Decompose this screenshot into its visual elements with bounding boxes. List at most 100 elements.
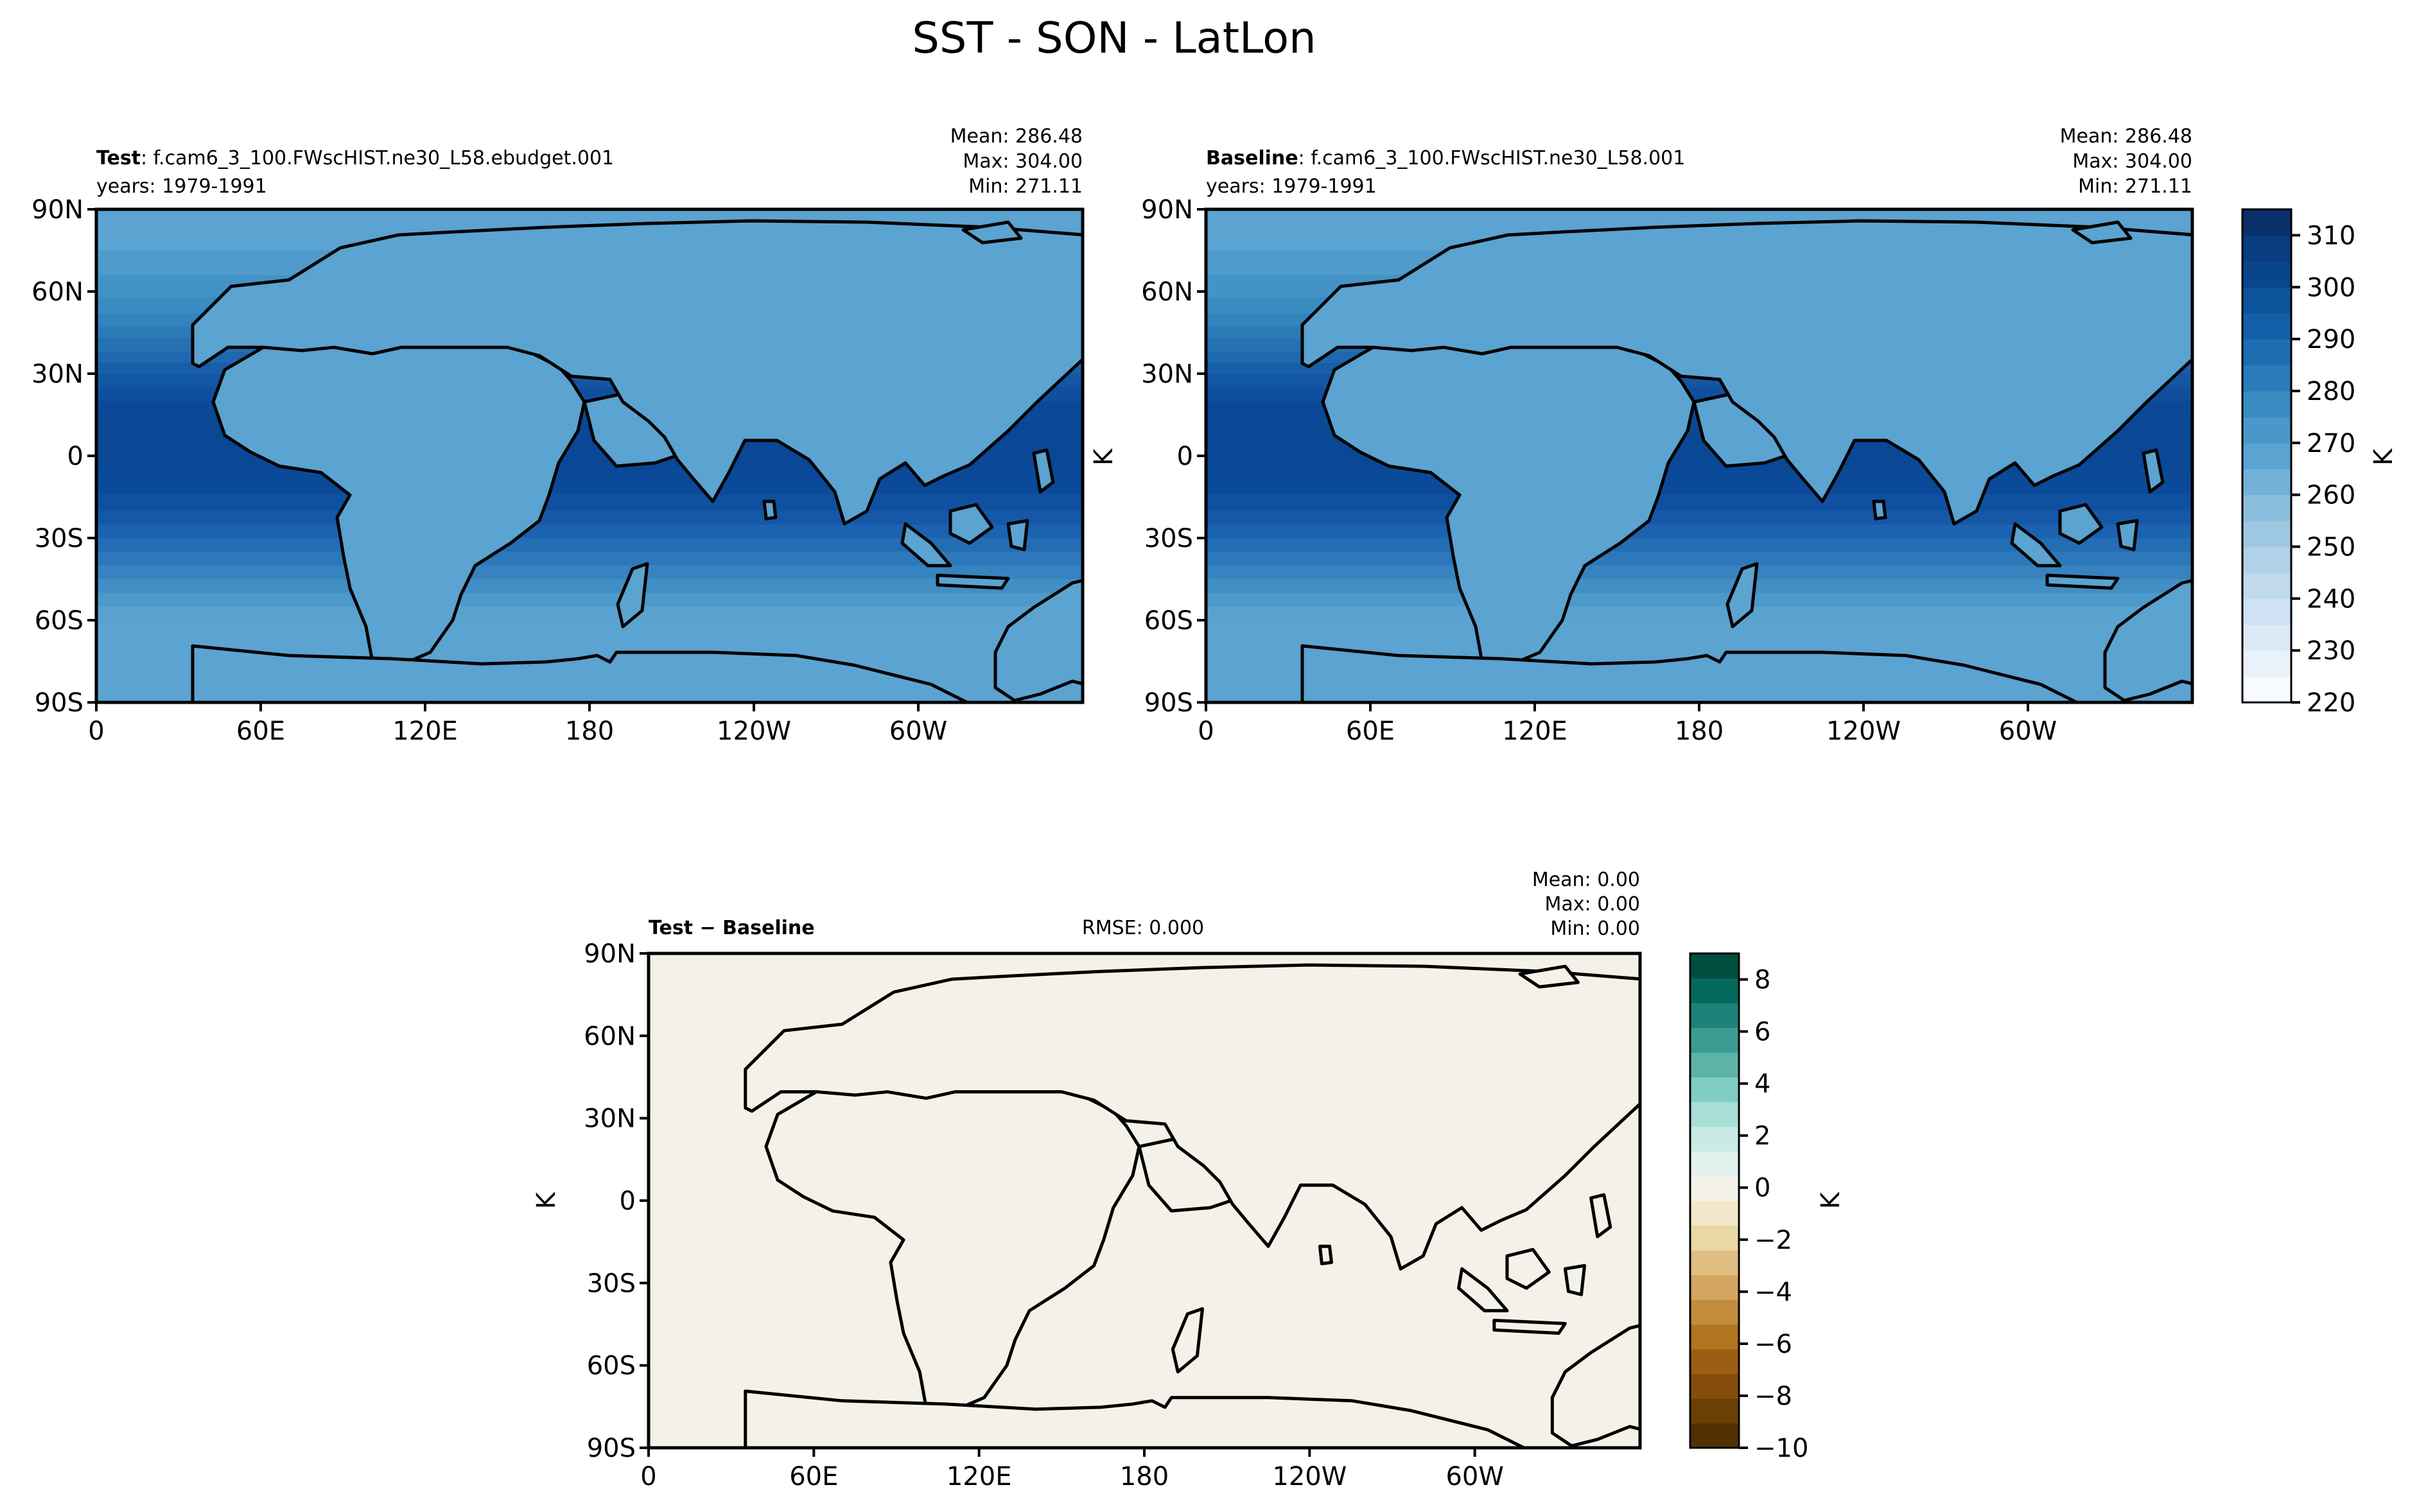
lon-tick-label: 120W (1272, 1462, 1347, 1491)
colorbar-cell (1690, 1027, 1739, 1053)
colorbar-cell (2242, 546, 2291, 573)
difference-colorbar-label: K (1816, 1191, 1846, 1209)
test-max: Max: 304.00 (963, 150, 1083, 173)
baseline-min: Min: 271.11 (2078, 175, 2192, 198)
colorbar-cell (1690, 978, 1739, 1004)
difference-colorbar-frame (1689, 952, 1740, 1449)
colorbar-tick-label: −6 (1754, 1330, 1792, 1359)
colorbar-cell (1690, 1398, 1739, 1424)
test-map-panel: Test: f.cam6_3_100.FWscHIST.ne30_L58.ebu… (31, 125, 1085, 746)
colorbar-cell (1690, 1201, 1739, 1226)
lon-tick-label: 120W (1826, 717, 1901, 746)
sst-band (1206, 593, 2192, 607)
colorbar-cell (2242, 235, 2291, 262)
colorbar-cell (1690, 1299, 1739, 1325)
colorbar-cell (2242, 650, 2291, 677)
colorbar-tick-label: 8 (1754, 966, 1770, 995)
lat-tick-label: 60S (35, 606, 83, 636)
colorbar-cell (2242, 598, 2291, 625)
baseline-map-panel: Baseline: f.cam6_3_100.FWscHIST.ne30_L58… (1089, 125, 2194, 746)
colorbar-tick-label: −10 (1754, 1434, 1808, 1463)
colorbar-tick-label: 290 (2307, 325, 2355, 354)
colorbar-tick-label: 4 (1754, 1070, 1770, 1099)
lat-tick-label: 60S (587, 1351, 636, 1381)
baseline-mean: Mean: 286.48 (2060, 125, 2192, 148)
baseline-ylabel: K (1089, 448, 1119, 465)
lat-tick-label: 90S (587, 1434, 636, 1463)
lat-tick-label: 30N (584, 1104, 636, 1134)
colorbar-cell (1690, 1102, 1739, 1127)
colorbar-tick-label: 250 (2307, 532, 2355, 562)
colorbar-tick-label: 0 (1754, 1174, 1770, 1203)
sst-colorbar-ticks: 310 300 290 280 270 260 250 240 230 220 (2291, 221, 2355, 718)
lon-tick-label: 60W (889, 717, 947, 746)
lon-tick-label: 120E (392, 717, 458, 746)
colorbar-tick-label: −4 (1754, 1278, 1792, 1307)
lat-tick-label: 0 (67, 442, 83, 471)
lon-tick-label: 0 (640, 1462, 656, 1491)
colorbar-cell (2242, 261, 2291, 288)
lon-tick-label: 60W (1445, 1462, 1503, 1491)
sst-band (1206, 494, 2192, 512)
colorbar-tick-label: 280 (2307, 377, 2355, 406)
difference-colorbar-cells (1690, 953, 1739, 1448)
sst-band (96, 510, 1083, 525)
colorbar-cell (1690, 1423, 1739, 1448)
sst-band (96, 593, 1083, 607)
baseline-years: years: 1979-1991 (1206, 175, 1377, 198)
difference-panel-title: Test − Baseline (649, 917, 815, 939)
colorbar-cell (2242, 676, 2291, 703)
lat-tick-label: 90S (1144, 688, 1193, 718)
colorbar-tick-label: 300 (2307, 273, 2355, 302)
baseline-lat-ticks: 90N 60N 30N 0 30S 60S 90S (1141, 195, 1206, 718)
colorbar-cell (1690, 1250, 1739, 1276)
colorbar-cell (2242, 624, 2291, 651)
lon-tick-label: 0 (88, 717, 104, 746)
colorbar-cell (2242, 313, 2291, 340)
difference-ylabel: K (532, 1191, 561, 1209)
lat-tick-label: 90S (35, 688, 83, 718)
difference-rmse: RMSE: 0.000 (1082, 917, 1204, 939)
lat-tick-label: 90N (584, 939, 636, 969)
colorbar-cell (2242, 442, 2291, 469)
colorbar-cell (1690, 1151, 1739, 1177)
colorbar-cell (1690, 1274, 1739, 1300)
lon-tick-label: 0 (1198, 717, 1214, 746)
colorbar-tick-label: 270 (2307, 429, 2355, 458)
difference-colorbar-ticks: 8 6 4 2 0 −2 −4 −6 −8 −10 (1739, 966, 1808, 1463)
colorbar-cell (2242, 494, 2291, 521)
baseline-max: Max: 304.00 (2072, 150, 2192, 173)
sst-band (1206, 579, 2192, 594)
colorbar-cell (1690, 1324, 1739, 1350)
difference-mean: Mean: 0.00 (1532, 869, 1640, 891)
difference-max: Max: 0.00 (1545, 893, 1640, 916)
colorbar-cell (1690, 1225, 1739, 1251)
sst-band (96, 494, 1083, 512)
sst-band (96, 565, 1083, 580)
test-lat-ticks: 90N 60N 30N 0 30S 60S 90S (31, 195, 96, 718)
lon-tick-label: 180 (1675, 717, 1724, 746)
sst-band (1206, 606, 2192, 621)
colorbar-tick-label: 220 (2307, 688, 2355, 718)
sst-colorbar-cells (2242, 209, 2291, 703)
baseline-lon-ticks: 0 60E 120E 180 120W 60W (1198, 702, 2057, 746)
sst-band (1206, 510, 2192, 525)
colorbar-tick-label: 310 (2307, 221, 2355, 250)
lat-tick-label: 0 (620, 1186, 636, 1216)
sst-colorbar: 310 300 290 280 270 260 250 240 230 220 K (2241, 208, 2398, 718)
lat-tick-label: 30N (31, 360, 83, 389)
sst-band (96, 606, 1083, 621)
colorbar-cell (1690, 1003, 1739, 1029)
colorbar-cell (1690, 1349, 1739, 1375)
lon-tick-label: 120E (1502, 717, 1567, 746)
colorbar-cell (1690, 1126, 1739, 1152)
difference-map-panel: Test − Baseline RMSE: 0.000 Mean: 0.00 M… (532, 869, 1642, 1491)
baseline-panel-title: Baseline: f.cam6_3_100.FWscHIST.ne30_L58… (1206, 147, 1685, 169)
colorbar-cell (2242, 339, 2291, 366)
colorbar-tick-label: −8 (1754, 1382, 1792, 1411)
colorbar-tick-label: 2 (1754, 1122, 1770, 1151)
lat-tick-label: 90N (31, 195, 83, 225)
colorbar-cell (1690, 1077, 1739, 1102)
lon-tick-label: 60E (789, 1462, 838, 1491)
